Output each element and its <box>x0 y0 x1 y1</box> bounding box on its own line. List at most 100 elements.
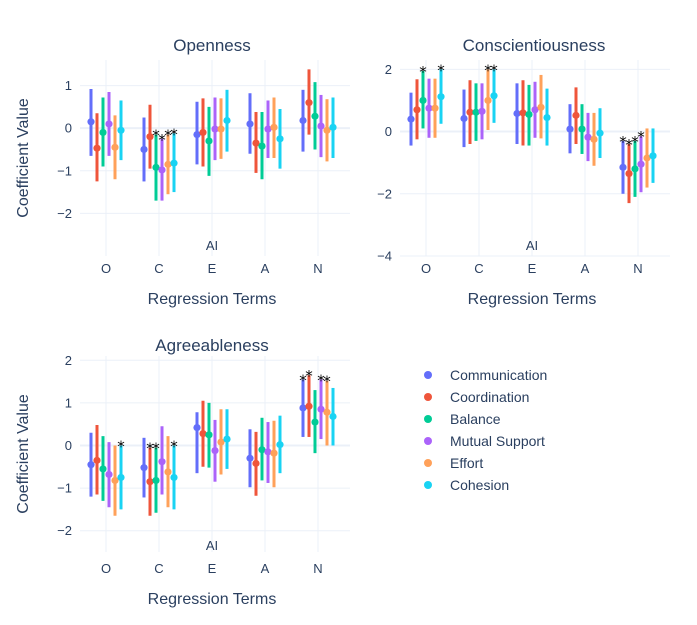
x-tick-label: N <box>313 261 322 276</box>
data-point <box>223 435 231 443</box>
significance-star: * <box>490 61 498 79</box>
significance-star: * <box>317 371 325 389</box>
data-point <box>472 108 480 116</box>
legend-swatch <box>424 371 432 379</box>
data-point <box>217 438 225 446</box>
data-point <box>637 160 645 168</box>
data-point <box>431 104 439 112</box>
y-tick-label: 0 <box>65 121 72 136</box>
data-point <box>111 143 119 151</box>
data-point <box>578 125 586 133</box>
data-point <box>413 106 421 114</box>
significance-star: * <box>170 125 178 143</box>
data-point <box>513 109 521 118</box>
data-point <box>478 107 486 115</box>
x-tick-label: N <box>633 261 642 276</box>
x-tick-label: O <box>421 261 431 276</box>
data-point <box>317 122 325 130</box>
data-point <box>146 133 154 141</box>
significance-star: * <box>146 440 154 458</box>
legend-swatch <box>424 459 432 467</box>
data-point <box>264 125 272 133</box>
legend-label: Coordination <box>450 389 529 405</box>
data-point <box>246 120 254 128</box>
data-point <box>407 115 415 123</box>
y-tick-label: −1 <box>57 481 72 496</box>
significance-star: * <box>158 131 166 149</box>
data-point <box>299 404 307 412</box>
data-point <box>117 473 125 482</box>
x-tick-label: O <box>101 261 111 276</box>
x-tick-label: E <box>208 261 217 276</box>
legend-item-coordination: Coordination <box>424 389 529 405</box>
y-tick-label: −2 <box>377 186 392 201</box>
legend-item-balance: Balance <box>424 411 501 427</box>
significance-star: * <box>305 367 313 385</box>
data-point <box>270 449 278 457</box>
data-point <box>152 476 160 485</box>
y-tick-label: 2 <box>65 353 72 368</box>
data-point <box>619 163 627 171</box>
data-point <box>643 154 651 162</box>
y-tick-label: 0 <box>385 124 392 139</box>
data-point <box>93 456 101 464</box>
legend-swatch <box>424 437 432 445</box>
y-tick-label: −2 <box>57 523 72 538</box>
x-tick-label: A <box>261 261 270 276</box>
data-point <box>199 429 207 438</box>
data-point <box>596 129 604 137</box>
legend-label: Cohesion <box>450 477 509 493</box>
data-point <box>117 126 125 134</box>
data-point <box>276 441 284 449</box>
y-axis-title: Coefficient Value <box>15 98 32 218</box>
x-tick-label: A <box>261 561 270 576</box>
category-group-annotation: AI <box>206 238 218 253</box>
data-point <box>323 408 331 416</box>
data-point <box>460 114 468 123</box>
legend-swatch <box>424 393 432 401</box>
data-point <box>305 99 313 107</box>
x-axis-title: Regression Terms <box>468 291 597 308</box>
y-axis-title: Coefficient Value <box>15 394 32 514</box>
data-point <box>276 135 284 143</box>
data-point <box>252 139 260 147</box>
x-tick-label: C <box>154 561 163 576</box>
significance-star: * <box>323 373 331 391</box>
significance-star: * <box>152 127 160 145</box>
legend-label: Communication <box>450 367 547 383</box>
significance-star: * <box>619 133 627 151</box>
significance-star: * <box>637 128 645 146</box>
data-point <box>211 446 219 455</box>
data-point <box>105 470 113 479</box>
significance-star: * <box>117 437 125 455</box>
significance-star: * <box>164 127 172 145</box>
data-point <box>264 448 272 456</box>
data-point <box>152 163 160 171</box>
y-tick-label: 1 <box>65 395 72 410</box>
data-point <box>99 128 107 137</box>
data-point <box>525 110 533 119</box>
data-point <box>543 113 551 122</box>
data-point <box>584 133 592 141</box>
data-point <box>631 165 639 173</box>
data-point <box>311 112 319 120</box>
x-tick-label: N <box>313 561 322 576</box>
data-point <box>258 446 266 454</box>
chart-title: Openness <box>173 36 251 55</box>
data-point <box>329 412 337 421</box>
significance-star: * <box>299 371 307 389</box>
legend-item-effort: Effort <box>424 455 483 471</box>
x-tick-label: C <box>154 261 163 276</box>
x-tick-label: O <box>101 561 111 576</box>
significance-star: * <box>484 61 492 79</box>
y-tick-label: −2 <box>57 206 72 221</box>
significance-star: * <box>170 437 178 455</box>
x-tick-label: E <box>528 261 537 276</box>
y-tick-label: 2 <box>385 62 392 77</box>
y-tick-label: 1 <box>65 78 72 93</box>
data-point <box>205 431 213 439</box>
data-point <box>87 461 95 469</box>
data-point <box>437 93 445 101</box>
